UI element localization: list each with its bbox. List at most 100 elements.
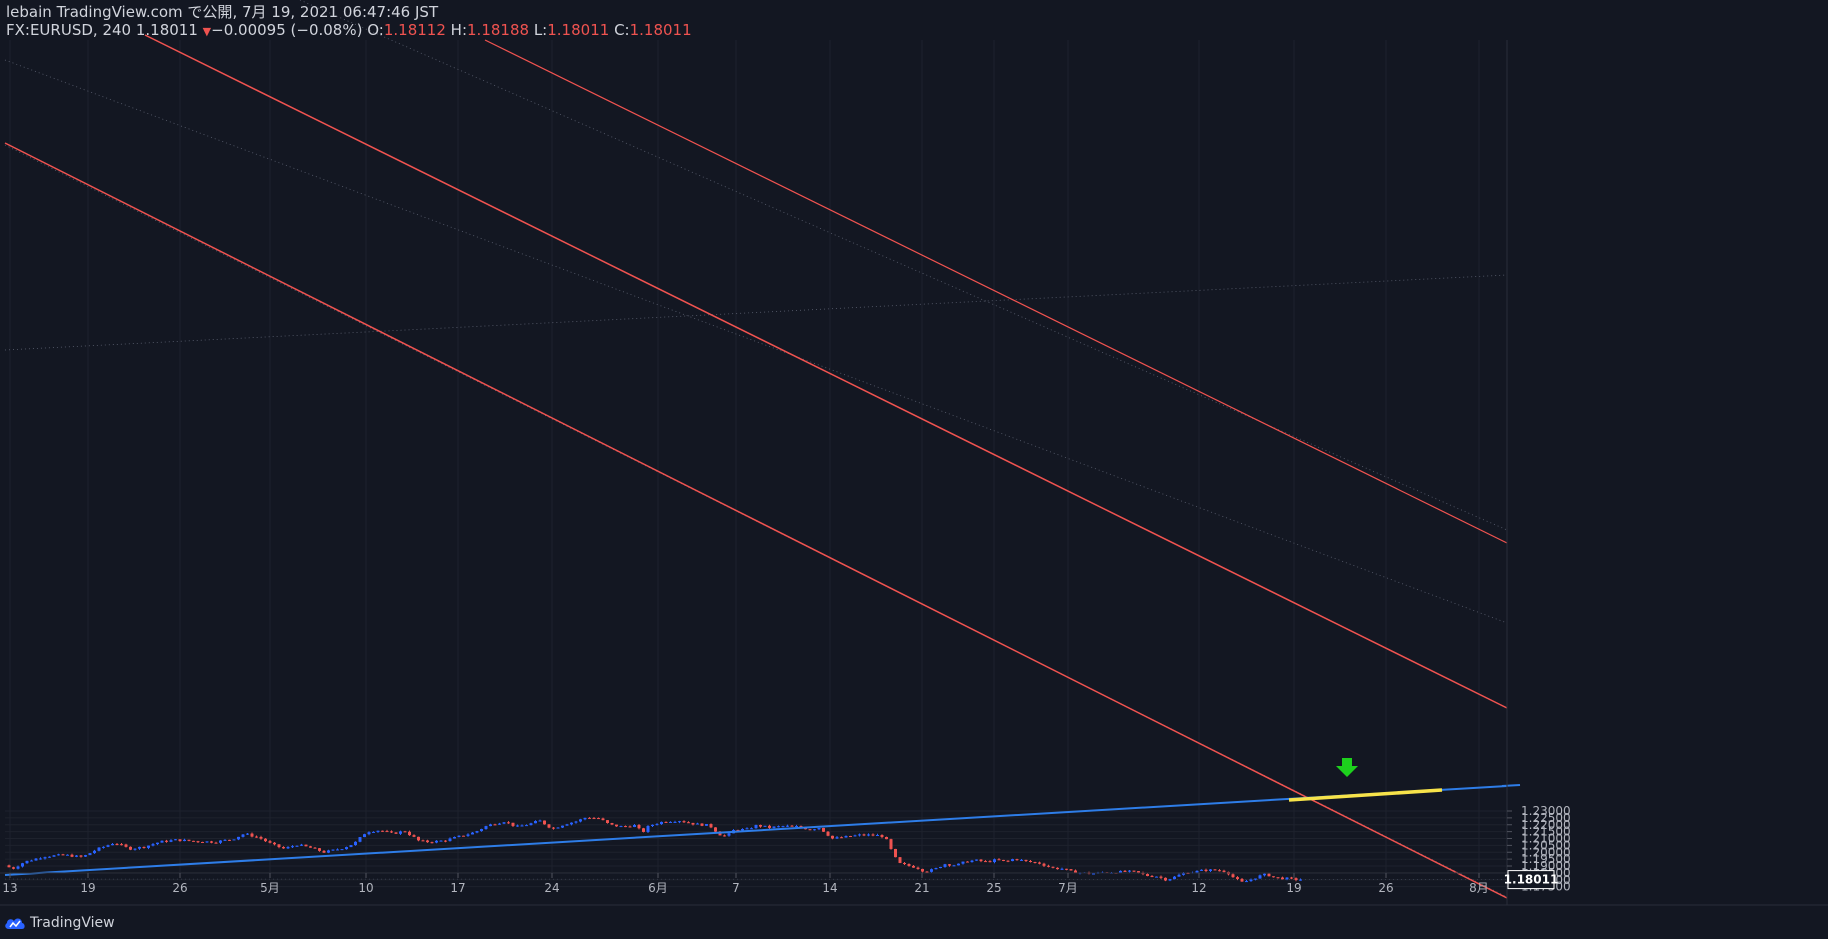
close-label: C: bbox=[614, 21, 630, 39]
x-tick-label: 14 bbox=[822, 881, 837, 895]
candle-body bbox=[516, 825, 519, 827]
candle-body bbox=[66, 854, 69, 856]
candle-body bbox=[754, 824, 758, 829]
candle-body bbox=[1020, 859, 1023, 861]
candle-body bbox=[156, 842, 159, 845]
candle-body bbox=[714, 827, 717, 832]
candle-body bbox=[7, 865, 11, 868]
candle-body bbox=[106, 845, 110, 847]
candle-body bbox=[619, 826, 623, 828]
candle-body bbox=[187, 839, 191, 841]
candle-body bbox=[727, 833, 731, 836]
candle-body bbox=[1002, 859, 1005, 861]
candle-body bbox=[295, 845, 299, 847]
candle-body bbox=[939, 866, 942, 869]
candle-body bbox=[111, 843, 114, 846]
candle-body bbox=[1236, 877, 1239, 879]
candle-body bbox=[637, 824, 641, 829]
candle-body bbox=[799, 826, 803, 828]
candle-body bbox=[966, 861, 969, 863]
candle-body bbox=[1245, 881, 1248, 883]
candle-body bbox=[1218, 870, 1221, 872]
candle-body bbox=[912, 865, 915, 868]
candle-body bbox=[1231, 874, 1235, 878]
candle-body bbox=[574, 821, 578, 823]
channel-line bbox=[144, 34, 1508, 709]
candle-body bbox=[669, 821, 672, 823]
x-tick-label: 26 bbox=[172, 881, 187, 895]
chart-header: lebain TradingView.com で公開, 7月 19, 2021 … bbox=[6, 3, 692, 39]
candle-body bbox=[1029, 860, 1032, 863]
candle-body bbox=[1123, 870, 1127, 872]
candle-body bbox=[885, 836, 888, 840]
candle-body bbox=[844, 836, 848, 838]
candle-body bbox=[930, 869, 933, 872]
candle-body bbox=[1290, 877, 1293, 879]
candle-body bbox=[759, 824, 762, 827]
interval[interactable]: 240 bbox=[102, 21, 132, 39]
candle-body bbox=[444, 840, 447, 842]
candle-body bbox=[300, 844, 303, 846]
candle-body bbox=[417, 836, 420, 841]
candle-body bbox=[309, 846, 312, 848]
candle-body bbox=[997, 859, 1001, 861]
candle-body bbox=[381, 830, 384, 832]
candle-body bbox=[88, 853, 92, 856]
candle-body bbox=[336, 849, 339, 851]
trendline-extension bbox=[1501, 784, 1521, 787]
candle-body bbox=[651, 824, 654, 827]
candle-body bbox=[399, 831, 402, 834]
candle-body bbox=[705, 824, 708, 826]
candle-body bbox=[1294, 878, 1298, 880]
candle-body bbox=[1051, 866, 1055, 868]
candle-body bbox=[421, 840, 425, 842]
candle-body bbox=[39, 858, 42, 860]
time-axis[interactable]: 13 19 26 5月 10 17 24 6月 7 14 21 25 7月 12 19 26 8月 bbox=[0, 872, 1828, 906]
candle-body bbox=[237, 836, 240, 840]
candle-body bbox=[1060, 868, 1064, 870]
y-tick-label: 1.21000 bbox=[1521, 832, 1571, 846]
candle-body bbox=[453, 837, 456, 839]
candle-body bbox=[183, 839, 186, 842]
candle-body bbox=[79, 855, 83, 857]
candle-body bbox=[745, 828, 749, 830]
candle-body bbox=[979, 859, 983, 862]
candle-body bbox=[1042, 863, 1046, 866]
candle-body bbox=[480, 829, 483, 832]
candle-body bbox=[786, 825, 789, 827]
candle-body bbox=[484, 826, 488, 830]
candle-body bbox=[1168, 879, 1172, 881]
candle-body bbox=[700, 823, 704, 826]
candle-body bbox=[70, 854, 74, 857]
candle-body bbox=[376, 830, 380, 832]
down-arrow-icon bbox=[1336, 758, 1358, 777]
candle-body bbox=[502, 822, 506, 824]
candle-body bbox=[264, 838, 267, 842]
candle-body bbox=[255, 836, 258, 838]
candle-body bbox=[916, 867, 920, 869]
candle-body bbox=[219, 840, 222, 843]
candle-body bbox=[1186, 873, 1190, 875]
candle-body bbox=[291, 846, 294, 848]
site-name[interactable]: TradingView.com bbox=[56, 3, 183, 21]
candle-body bbox=[363, 834, 366, 838]
candle-body bbox=[1150, 876, 1154, 878]
candle-body bbox=[12, 867, 15, 869]
candle-body bbox=[601, 818, 605, 821]
candle-body bbox=[610, 823, 614, 825]
candle-body bbox=[898, 857, 902, 863]
candle-body bbox=[925, 871, 929, 873]
candle-body bbox=[322, 850, 326, 853]
author-name[interactable]: lebain bbox=[6, 3, 52, 21]
candle-body bbox=[1056, 867, 1059, 870]
candle-body bbox=[696, 823, 699, 825]
candle-body bbox=[588, 817, 591, 819]
candle-body bbox=[790, 825, 794, 827]
candle-body bbox=[1209, 869, 1212, 871]
symbol[interactable]: FX:EURUSD bbox=[6, 21, 93, 39]
tradingview-logo[interactable]: TradingView bbox=[4, 915, 115, 931]
candle-body bbox=[763, 825, 767, 827]
publish-line: lebain TradingView.com で公開, 7月 19, 2021 … bbox=[6, 3, 439, 21]
candle-body bbox=[439, 840, 443, 842]
